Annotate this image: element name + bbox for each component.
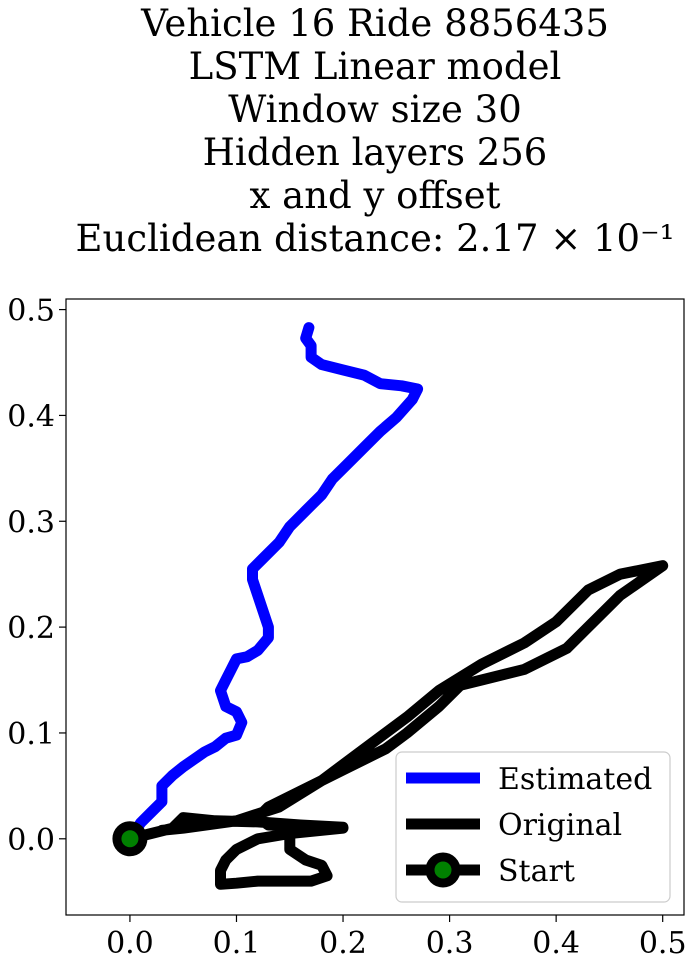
y-tick-label: 0.5 xyxy=(7,294,55,329)
legend-label-estimated: Estimated xyxy=(498,762,652,797)
series-layer xyxy=(112,322,669,890)
x-tick-label: 0.4 xyxy=(532,926,580,961)
x-tick-label: 0.3 xyxy=(426,926,474,961)
start-marker xyxy=(112,821,148,857)
legend-start-marker xyxy=(425,852,461,888)
series-line-original xyxy=(124,560,669,890)
legend-label-start: Start xyxy=(498,854,575,889)
x-tick-label: 0.1 xyxy=(213,926,261,961)
legend-label-original: Original xyxy=(498,808,622,843)
legend: Estimated Original Start xyxy=(395,751,671,903)
y-axis: 0.0 0.1 0.2 0.3 0.4 0.5 xyxy=(7,294,66,858)
title-line-2: LSTM Linear model xyxy=(189,45,562,88)
y-tick-label: 0.4 xyxy=(7,399,55,434)
y-tick-label: 0.2 xyxy=(7,611,55,646)
series-line-estimated xyxy=(124,322,424,845)
y-tick-label: 0.0 xyxy=(7,823,55,858)
x-tick-label: 0.0 xyxy=(106,926,154,961)
x-tick-label: 0.2 xyxy=(319,926,367,961)
title-line-6: Euclidean distance: 2.17 × 10⁻¹ xyxy=(76,217,675,260)
y-tick-label: 0.1 xyxy=(7,717,55,752)
y-tick-label: 0.3 xyxy=(7,505,55,540)
title-line-5: x and y offset xyxy=(250,174,501,217)
title-line-3: Window size 30 xyxy=(228,88,522,131)
x-axis: 0.0 0.1 0.2 0.3 0.4 0.5 xyxy=(106,915,687,961)
title-line-1: Vehicle 16 Ride 8856435 xyxy=(140,2,609,45)
x-tick-label: 0.5 xyxy=(639,926,687,961)
title-line-4: Hidden layers 256 xyxy=(203,131,548,174)
